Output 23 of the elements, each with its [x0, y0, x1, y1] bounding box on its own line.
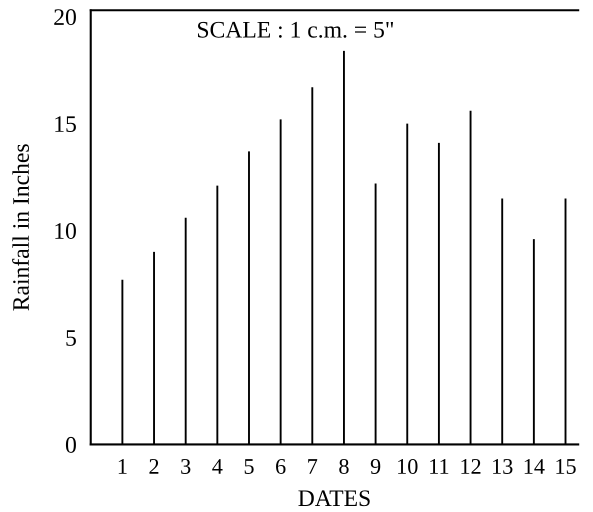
x-tick-label: 7: [308, 459, 318, 474]
x-tick-label: 15: [556, 459, 576, 474]
x-tick-label: 4: [212, 459, 223, 474]
x-tick-label: 6: [276, 459, 286, 474]
y-tick-label: 20: [54, 9, 76, 26]
x-tick-label: 10: [398, 458, 418, 474]
y-tick-label: 0: [66, 436, 76, 453]
annotation: SCALE : 1 c.m. = 5": [198, 22, 394, 38]
x-axis-title: DATES: [298, 490, 370, 506]
x-tick-label: 14: [524, 459, 545, 474]
x-tick-label: 12: [461, 459, 480, 474]
y-tick-label: 15: [55, 116, 76, 132]
x-tick-label: 1: [118, 459, 127, 474]
x-tick-label: 8: [339, 458, 349, 474]
y-axis-title: Rainfall in Inches: [12, 144, 29, 311]
x-tick-label: 9: [370, 459, 380, 474]
y-tick-label: 5: [66, 330, 76, 346]
x-tick-label: 13: [493, 459, 512, 474]
y-tick-label: 10: [55, 223, 76, 239]
x-tick-label: 3: [181, 459, 190, 474]
x-tick-label: 2: [149, 459, 158, 474]
x-tick-label: 11: [430, 459, 448, 474]
x-tick-label: 5: [244, 459, 254, 474]
